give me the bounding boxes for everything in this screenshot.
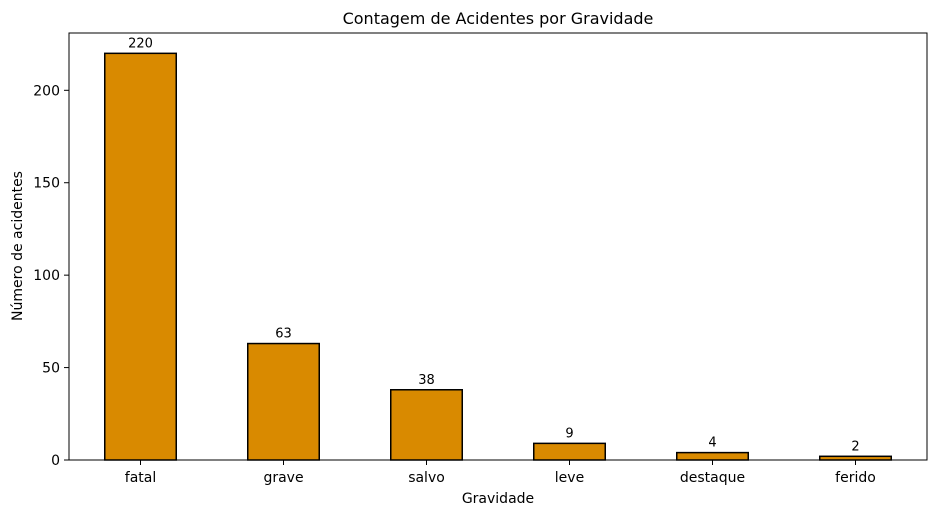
data-label-ferido: 2 [851, 439, 859, 454]
y-tick-label-0: 0 [51, 453, 60, 469]
bar-leve [533, 442, 606, 461]
data-label-destaque: 4 [708, 436, 716, 451]
data-label-salvo: 38 [418, 373, 435, 388]
bar-ferido [819, 455, 892, 461]
x-tick-label-grave: grave [263, 470, 303, 486]
x-tick-label-salvo: salvo [408, 470, 445, 486]
x-tick-label-ferido: ferido [835, 470, 876, 486]
bar-grave [247, 342, 320, 461]
y-tick-label-200: 200 [33, 83, 60, 99]
y-tick-label-50: 50 [42, 361, 60, 377]
y-axis-label: Número de acidentes [10, 171, 26, 321]
bar-destaque [676, 451, 749, 461]
x-axis-label: Gravidade [462, 491, 534, 507]
chart-title: Contagem de Acidentes por Gravidade [343, 9, 654, 28]
y-tick-label-150: 150 [33, 176, 60, 192]
bar-fatal [104, 52, 177, 461]
data-label-leve: 9 [565, 426, 573, 441]
y-tick-label-100: 100 [33, 268, 60, 284]
x-tick-label-destaque: destaque [680, 470, 745, 486]
data-label-fatal: 220 [128, 36, 153, 51]
data-label-grave: 63 [275, 327, 292, 342]
x-tick-label-fatal: fatal [125, 470, 156, 486]
plot-area: 220 fatal 63 grave 38 salvo 9 leve 4 destaque 2 fer… [33, 32, 928, 486]
bar-salvo [390, 389, 463, 461]
plot-frame [68, 32, 928, 461]
x-tick-label-leve: leve [555, 470, 584, 486]
